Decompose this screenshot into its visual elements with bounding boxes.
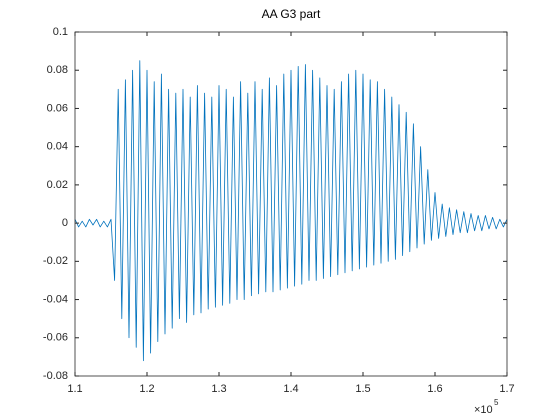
- chart-title: AA G3 part: [262, 7, 321, 21]
- y-tick-label: 0.02: [47, 179, 68, 191]
- x-tick-label: 1.7: [499, 383, 514, 395]
- x-tick-label: 1.3: [211, 383, 226, 395]
- y-tick-label: 0.08: [47, 64, 68, 76]
- y-tick-label: -0.08: [43, 370, 68, 382]
- y-tick-label: -0.06: [43, 332, 68, 344]
- x-tick-label: 1.4: [283, 383, 298, 395]
- x-exponent-base: ×10: [474, 404, 493, 416]
- y-tick-label: 0.06: [47, 102, 68, 114]
- y-tick-label: -0.02: [43, 255, 68, 267]
- x-exponent: 5: [494, 398, 499, 407]
- y-tick-label: 0.04: [47, 141, 68, 153]
- x-tick-label: 1.2: [139, 383, 154, 395]
- y-tick-label: 0.1: [53, 26, 68, 38]
- x-tick-label: 1.6: [427, 383, 442, 395]
- x-tick-label: 1.1: [67, 383, 82, 395]
- waveform-line: [74, 60, 508, 362]
- x-tick-label: 1.5: [355, 383, 370, 395]
- y-tick-label: -0.04: [43, 293, 68, 305]
- y-tick-label: 0: [62, 217, 68, 229]
